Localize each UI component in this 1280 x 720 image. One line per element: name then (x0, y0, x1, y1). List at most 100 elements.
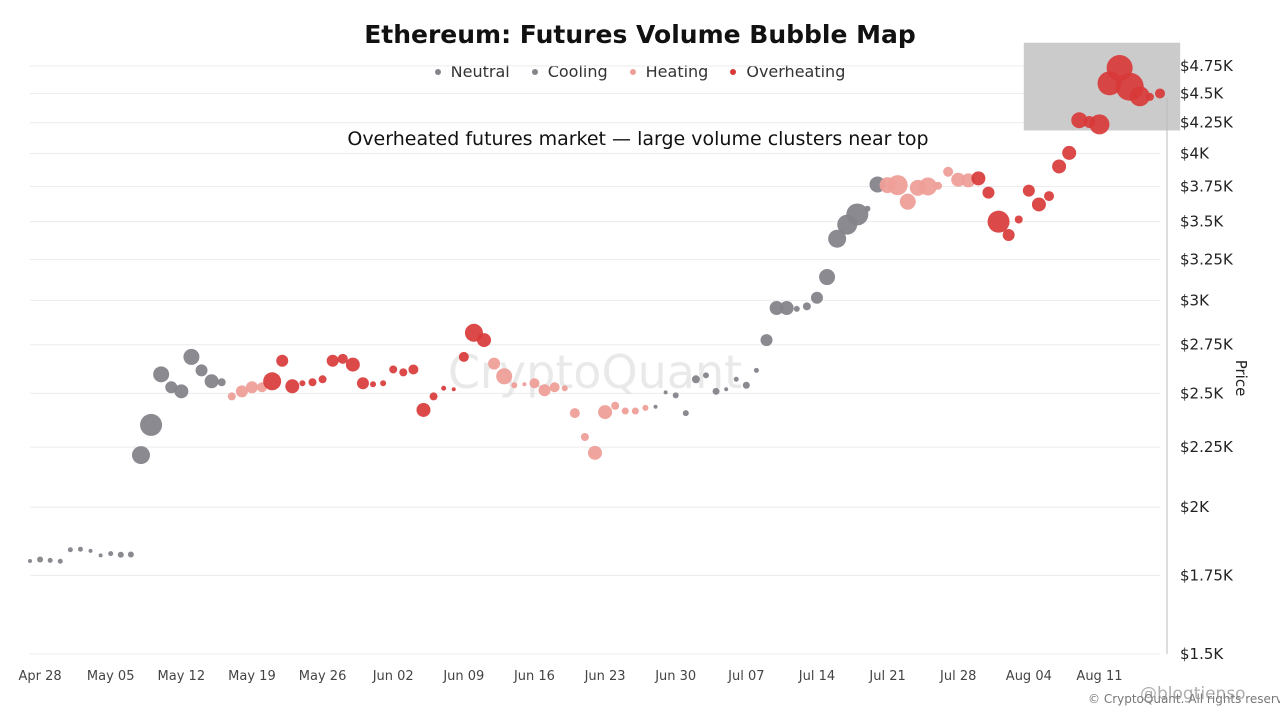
bubble-overheating[interactable] (1031, 197, 1046, 212)
bubble-neutral[interactable] (733, 376, 739, 382)
bubble-neutral[interactable] (682, 410, 689, 417)
bubble-heating[interactable] (918, 177, 937, 196)
bubble-overheating[interactable] (987, 210, 1010, 233)
bubble-heating[interactable] (887, 175, 908, 196)
bubble-heating[interactable] (227, 392, 236, 401)
bubble-neutral[interactable] (37, 556, 44, 563)
bubble-overheating[interactable] (1014, 215, 1023, 224)
bubble-neutral[interactable] (77, 546, 83, 552)
bubble-cooling[interactable] (864, 205, 871, 212)
bubble-cooling[interactable] (174, 384, 189, 399)
bubble-heating[interactable] (588, 445, 602, 460)
legend-item-heating[interactable]: Heating (629, 62, 708, 81)
bubble-overheating[interactable] (285, 379, 300, 394)
bubble-overheating[interactable] (380, 380, 387, 387)
bubble-neutral[interactable] (672, 392, 679, 399)
bubble-cooling[interactable] (195, 364, 208, 377)
bubble-heating[interactable] (598, 405, 613, 420)
bubble-overheating[interactable] (1052, 159, 1067, 174)
bubble-heating[interactable] (561, 385, 568, 392)
bubble-overheating[interactable] (1022, 184, 1035, 197)
legend-item-neutral[interactable]: Neutral (434, 62, 510, 81)
bubble-overheating[interactable] (441, 385, 447, 391)
bubble-overheating[interactable] (1062, 145, 1077, 160)
bubble-heating[interactable] (235, 385, 248, 398)
bubble-neutral[interactable] (691, 375, 700, 384)
bubble-cooling[interactable] (819, 269, 836, 286)
bubble-overheating[interactable] (308, 378, 317, 387)
bubble-overheating[interactable] (982, 186, 995, 199)
legend-item-cooling[interactable]: Cooling (531, 62, 608, 81)
bubble-overheating[interactable] (370, 381, 377, 388)
bubble-overheating[interactable] (1044, 191, 1055, 202)
bubble-heating[interactable] (538, 384, 551, 397)
bubble-overheating[interactable] (1071, 112, 1088, 129)
bubble-cooling[interactable] (204, 374, 219, 389)
bubble-cooling[interactable] (131, 446, 150, 465)
bubble-cooling[interactable] (769, 301, 784, 316)
bubble-cooling[interactable] (183, 348, 200, 365)
bubble-overheating[interactable] (356, 377, 369, 390)
bubble-neutral[interactable] (712, 387, 720, 395)
legend-item-overheating[interactable]: Overheating (730, 62, 845, 81)
bubble-overheating[interactable] (1129, 86, 1150, 107)
bubble-overheating[interactable] (299, 380, 306, 387)
bubble-neutral[interactable] (724, 387, 729, 392)
bubble-neutral[interactable] (653, 404, 658, 409)
bubble-cooling[interactable] (828, 229, 847, 248)
bubble-overheating[interactable] (1089, 114, 1110, 135)
bubble-heating[interactable] (611, 401, 620, 410)
bubble-neutral[interactable] (67, 547, 73, 553)
bubble-overheating[interactable] (337, 353, 348, 364)
bubble-overheating[interactable] (429, 392, 438, 401)
bubble-heating[interactable] (511, 382, 518, 389)
bubble-heating[interactable] (580, 433, 589, 442)
bubble-neutral[interactable] (117, 551, 124, 558)
bubble-cooling[interactable] (802, 302, 811, 311)
bubble-overheating[interactable] (1155, 88, 1165, 99)
bubble-overheating[interactable] (399, 368, 408, 377)
bubble-heating[interactable] (488, 357, 501, 370)
bubble-cooling[interactable] (217, 378, 226, 387)
bubble-neutral[interactable] (753, 367, 759, 373)
bubble-heating[interactable] (569, 408, 580, 419)
bubble-cooling[interactable] (846, 203, 869, 226)
bubble-cooling[interactable] (793, 305, 800, 312)
bubble-cooling[interactable] (165, 381, 178, 394)
bubble-overheating[interactable] (408, 364, 419, 375)
bubble-overheating[interactable] (1002, 228, 1015, 241)
bubble-neutral[interactable] (702, 372, 709, 379)
bubble-heating[interactable] (529, 378, 540, 389)
bubble-cooling[interactable] (779, 301, 794, 316)
bubble-cooling[interactable] (153, 366, 170, 383)
bubble-neutral[interactable] (108, 551, 114, 557)
bubble-overheating[interactable] (326, 354, 339, 367)
bubble-neutral[interactable] (127, 551, 134, 558)
bubble-neutral[interactable] (98, 553, 103, 558)
bubble-overheating[interactable] (389, 365, 398, 374)
bubble-heating[interactable] (631, 407, 639, 415)
bubble-heating[interactable] (943, 166, 954, 177)
bubble-cooling[interactable] (140, 413, 163, 436)
bubble-heating[interactable] (951, 172, 966, 187)
bubble-heating[interactable] (621, 407, 629, 415)
bubble-overheating[interactable] (263, 372, 282, 391)
bubble-overheating[interactable] (318, 375, 327, 384)
bubble-heating[interactable] (549, 382, 560, 393)
bubble-overheating[interactable] (451, 387, 456, 392)
bubble-overheating[interactable] (276, 354, 289, 367)
bubble-overheating[interactable] (345, 357, 360, 372)
bubble-neutral[interactable] (57, 558, 63, 564)
bubble-heating[interactable] (642, 404, 649, 411)
bubble-overheating[interactable] (1145, 92, 1154, 101)
bubble-heating[interactable] (934, 181, 943, 190)
bubble-neutral[interactable] (742, 381, 750, 389)
bubble-overheating[interactable] (458, 351, 469, 362)
bubble-cooling[interactable] (760, 334, 773, 347)
bubble-heating[interactable] (522, 382, 527, 387)
bubble-overheating[interactable] (971, 171, 986, 186)
bubble-neutral[interactable] (88, 548, 93, 553)
bubble-neutral[interactable] (28, 558, 32, 563)
bubble-cooling[interactable] (810, 291, 823, 304)
bubble-overheating[interactable] (477, 333, 492, 348)
